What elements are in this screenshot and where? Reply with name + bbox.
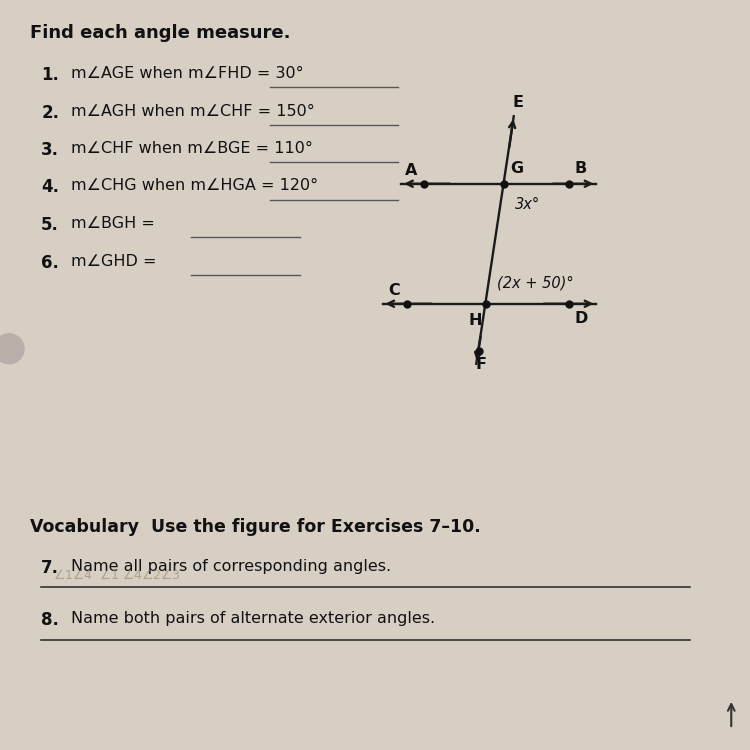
Text: 8.: 8. xyxy=(41,611,59,629)
Text: Find each angle measure.: Find each angle measure. xyxy=(30,24,290,42)
Text: A: A xyxy=(405,163,418,178)
Text: 3x°: 3x° xyxy=(515,197,541,212)
Text: 6.: 6. xyxy=(41,254,59,272)
Text: m∠AGH when m∠CHF = 150°: m∠AGH when m∠CHF = 150° xyxy=(71,104,315,118)
Text: E: E xyxy=(512,95,523,110)
Text: Name both pairs of alternate exterior angles.: Name both pairs of alternate exterior an… xyxy=(71,611,435,626)
Text: m∠CHG when m∠HGA = 120°: m∠CHG when m∠HGA = 120° xyxy=(71,178,318,194)
Text: 2.: 2. xyxy=(41,104,59,122)
Text: m∠BGH =: m∠BGH = xyxy=(71,216,155,231)
Text: 5.: 5. xyxy=(41,216,59,234)
Text: $\angle$1$\angle$4  $\angle$1 $\angle$4$\angle$2$\angle$3: $\angle$1$\angle$4 $\angle$1 $\angle$4$\… xyxy=(53,568,180,582)
Text: D: D xyxy=(574,311,588,326)
Text: C: C xyxy=(388,283,400,298)
Text: m∠AGE when m∠FHD = 30°: m∠AGE when m∠FHD = 30° xyxy=(71,66,304,81)
Text: Name all pairs of corresponding angles.: Name all pairs of corresponding angles. xyxy=(71,559,392,574)
Text: F: F xyxy=(476,357,486,372)
Text: G: G xyxy=(510,161,524,176)
Text: H: H xyxy=(469,313,482,328)
Text: B: B xyxy=(574,161,586,176)
Text: 4.: 4. xyxy=(41,178,59,196)
Text: 7.: 7. xyxy=(41,559,59,577)
Text: m∠GHD =: m∠GHD = xyxy=(71,254,157,268)
Text: 3.: 3. xyxy=(41,141,59,159)
Text: 1.: 1. xyxy=(41,66,59,84)
Text: m∠CHF when m∠BGE = 110°: m∠CHF when m∠BGE = 110° xyxy=(71,141,314,156)
Text: Vocabulary  Use the figure for Exercises 7–10.: Vocabulary Use the figure for Exercises … xyxy=(30,518,481,536)
Circle shape xyxy=(0,334,24,364)
Text: (2x + 50)°: (2x + 50)° xyxy=(497,275,574,290)
